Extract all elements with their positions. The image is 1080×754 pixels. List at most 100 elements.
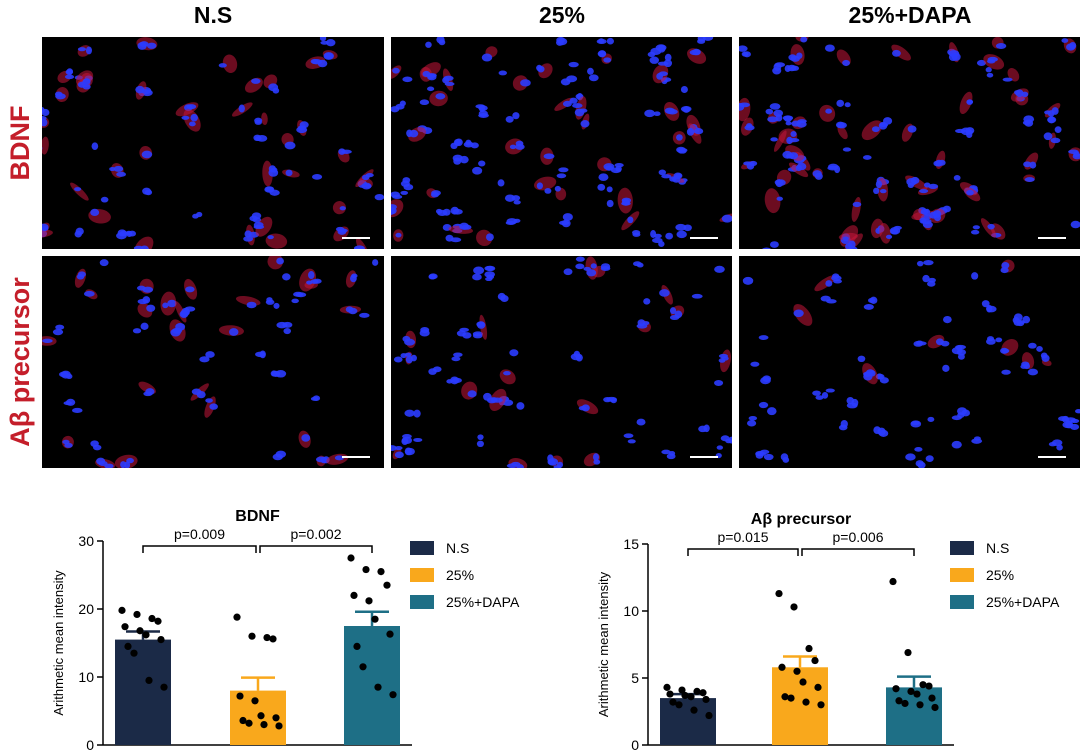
nucleus [413,409,421,418]
nucleus [146,42,157,49]
nucleus [661,174,672,179]
nucleus [796,120,807,128]
nucleus [42,118,48,127]
data-point [347,554,355,562]
nucleus [846,402,858,409]
data-point [245,719,253,727]
nucleus [928,183,939,189]
legend-swatch [410,568,434,582]
nucleus [391,445,397,451]
nucleus [661,449,671,455]
nucleus [672,175,681,183]
nucleus [1070,220,1080,229]
nucleus [374,194,384,201]
nucleus [254,136,262,141]
nucleus [1040,352,1048,359]
nucleus [878,429,889,437]
nucleus [916,260,924,267]
data-point [669,698,677,706]
y-tick-label: 20 [78,601,94,617]
data-point [889,577,897,586]
data-point [663,683,671,691]
data-point [916,701,924,709]
bar [344,626,400,745]
micrograph-abeta-25 [391,256,732,468]
nucleus [506,463,518,468]
nucleus [422,70,431,77]
nucleus [780,453,789,461]
data-point [793,667,801,675]
nucleus [229,328,239,336]
nucleus [995,337,1003,343]
nucleus [362,174,370,181]
nucleus [1050,137,1061,144]
nucleus [1036,345,1043,352]
data-point [371,615,379,623]
nucleus [72,407,83,414]
nucleus [1044,110,1051,115]
nucleus [365,184,372,189]
data-point [928,694,936,702]
nucleus [268,83,279,92]
nucleus [404,447,412,456]
nucleus [694,128,704,135]
nucleus [453,352,463,357]
nucleus [394,445,403,451]
nucleus [273,302,280,309]
nucleus [1021,91,1029,98]
cytoplasm-stain [261,112,268,125]
nucleus [100,196,109,203]
data-point [811,656,819,665]
nucleus [907,125,917,133]
nucleus [402,76,413,83]
nucleus [845,243,853,249]
nucleus [472,273,482,281]
nucleus [511,195,521,201]
nucleus [395,232,402,238]
nucleus [842,59,850,67]
nucleus [259,350,266,359]
nucleus [667,109,678,115]
nucleus [282,273,291,281]
data-point [687,693,695,701]
nucleus [1027,368,1039,376]
legend-swatch [950,568,974,582]
nucleus [1047,116,1057,124]
nucleus [320,40,329,45]
nucleus [758,335,769,340]
scale-bar [690,237,718,239]
nucleus [762,375,772,382]
nucleus [590,263,597,269]
nucleus [547,458,559,466]
p-value-label: p=0.006 [833,529,884,545]
nucleus [862,155,872,160]
nucleus [956,349,967,356]
nucleus [773,109,784,117]
nucleus [64,442,73,448]
nucleus [742,276,754,285]
nucleus [986,338,996,345]
data-point [359,663,367,671]
nucleus [420,326,430,334]
nucleus [697,38,706,44]
nucleus [929,211,938,219]
micrograph-image [391,37,732,247]
nucleus [718,353,729,359]
nucleus [137,41,147,50]
nucleus [824,44,835,52]
data-point [790,603,798,611]
nucleus [627,439,636,444]
nucleus [556,461,564,468]
nucleus [64,74,75,80]
nucleus [266,297,273,303]
nucleus [91,142,99,151]
nucleus [140,245,149,249]
nucleus [459,222,469,230]
nucleus [199,356,210,363]
nucleus [972,225,980,230]
nucleus [649,56,659,64]
nucleus [925,455,934,462]
nucleus [568,61,579,68]
nucleus [296,126,308,134]
nucleus [430,191,439,198]
